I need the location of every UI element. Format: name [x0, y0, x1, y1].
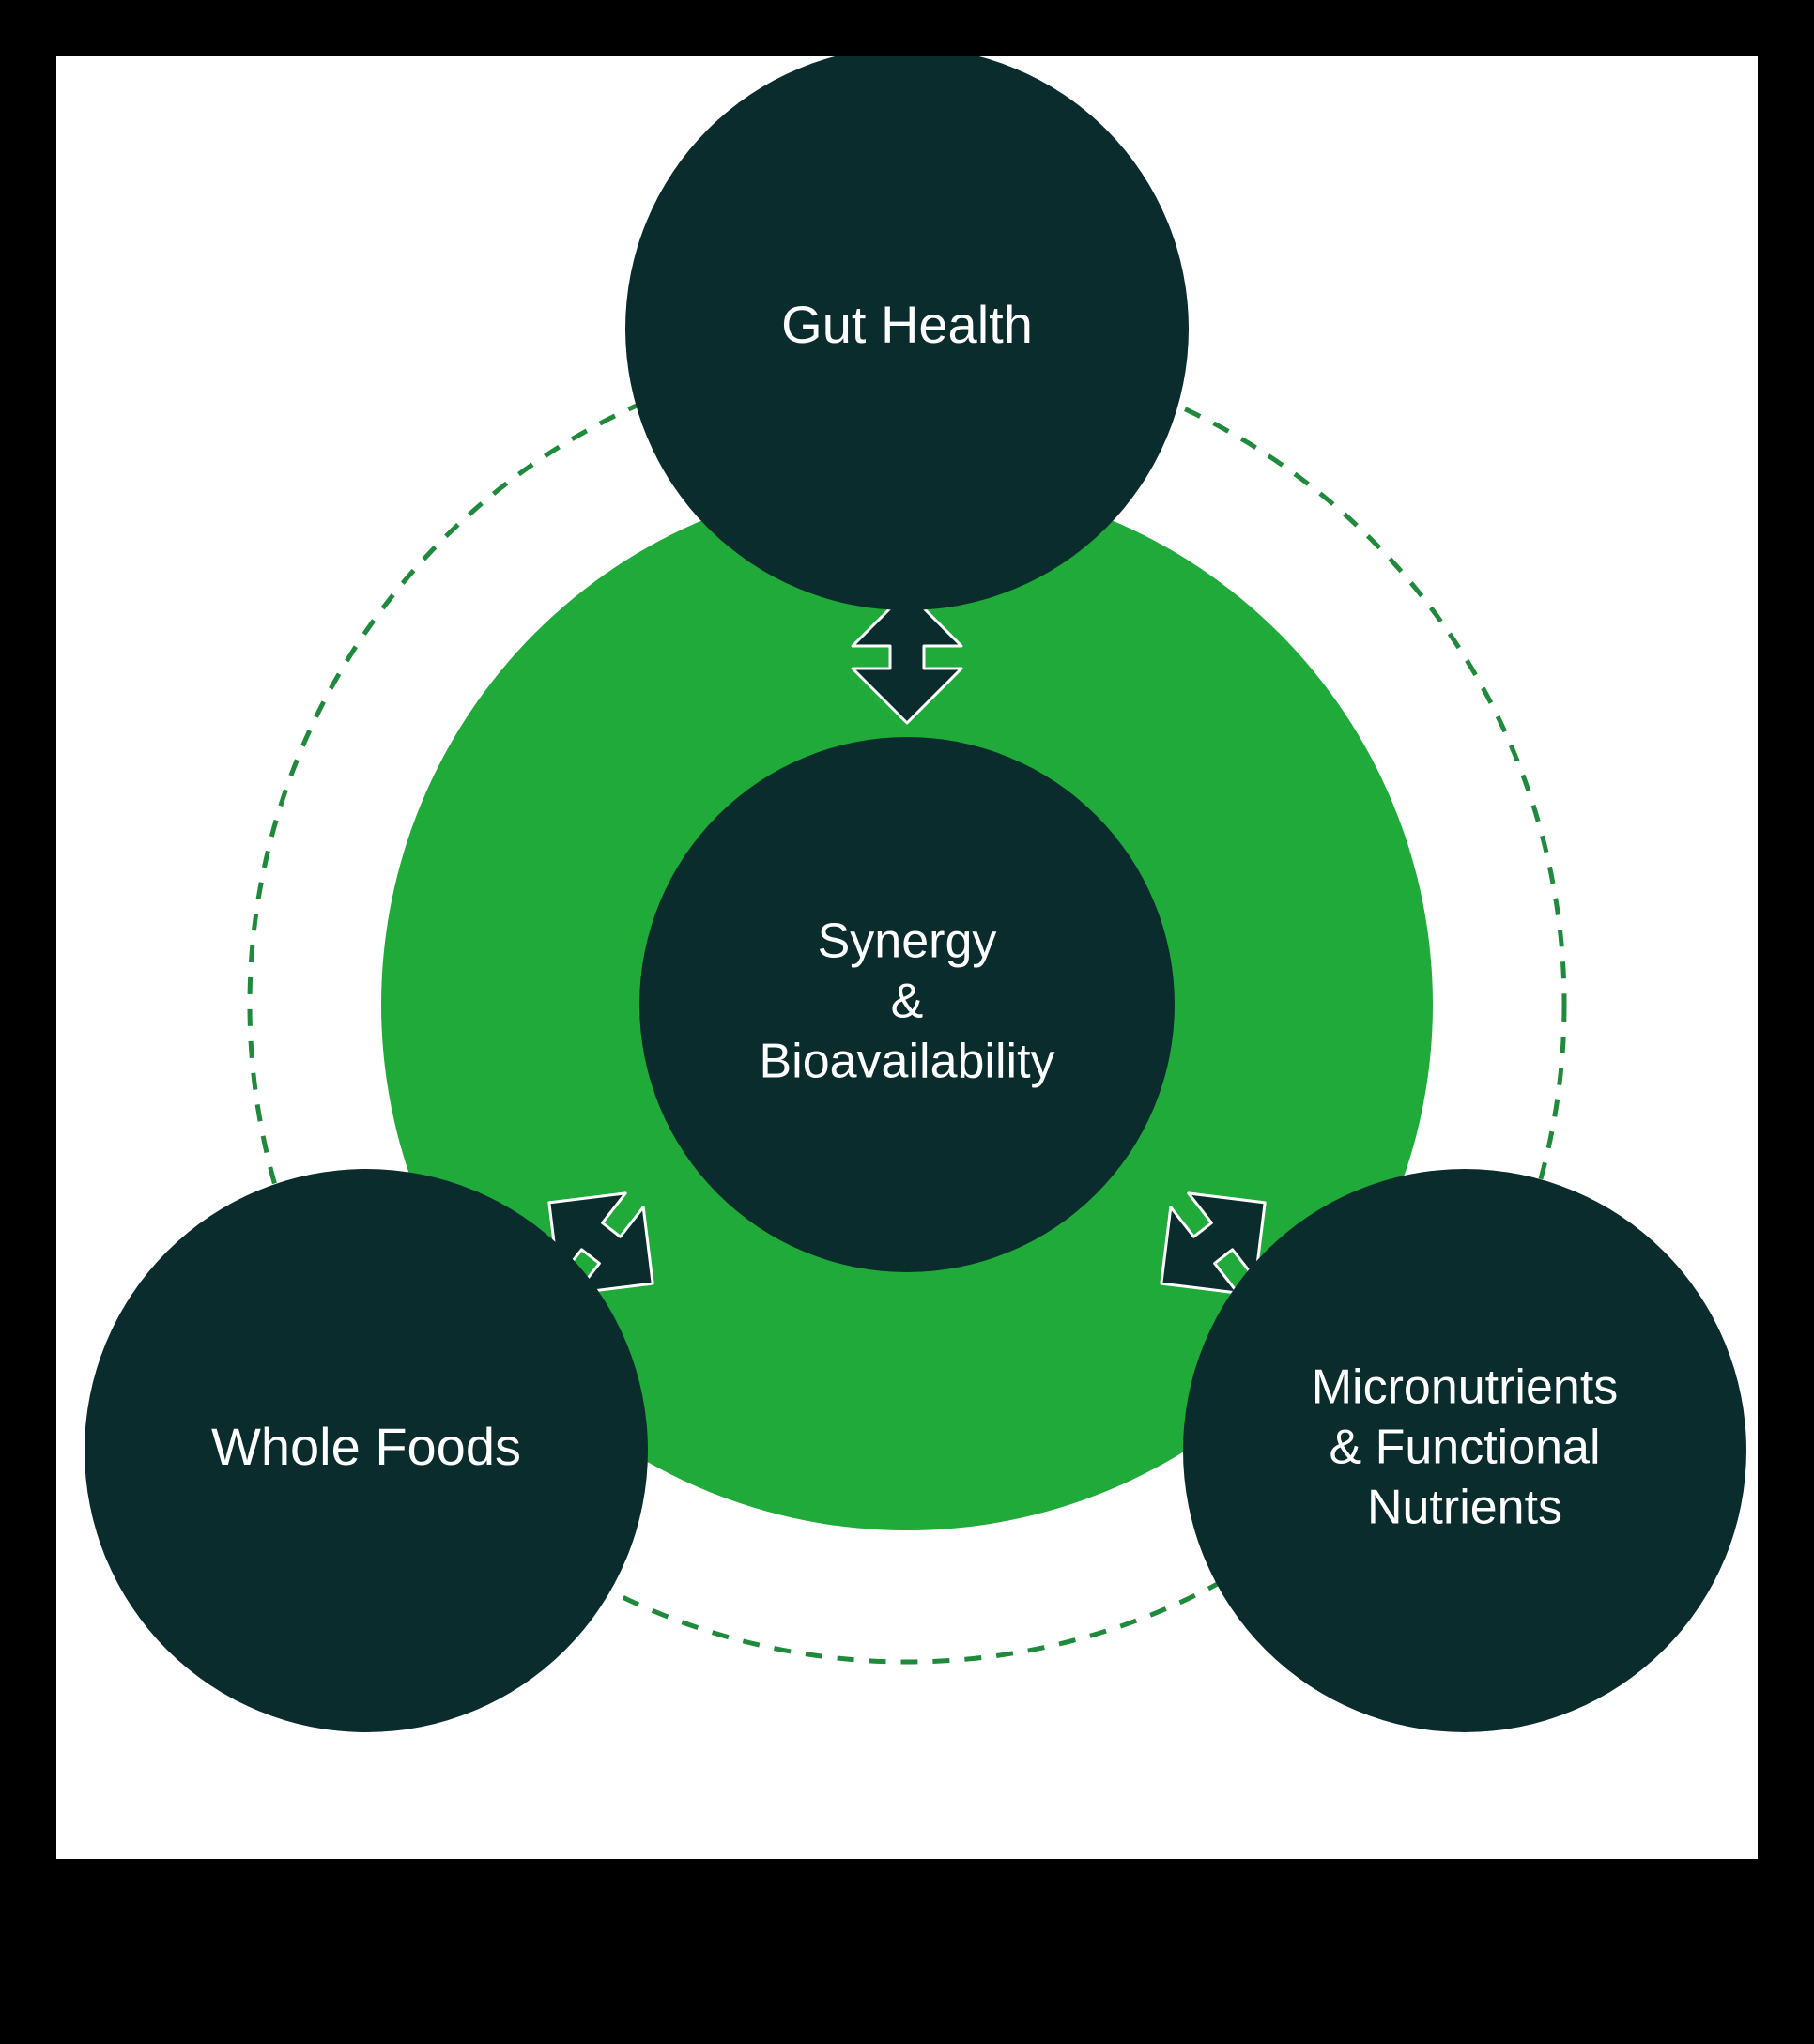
node-center-label-line-1: & [891, 975, 924, 1029]
node-center-label-line-0: Synergy [818, 914, 997, 969]
node-top: Gut Health [625, 56, 1189, 610]
node-right-label-line-0: Micronutrients [1312, 1360, 1619, 1415]
node-left-label-line-0: Whole Foods [211, 1417, 521, 1476]
node-top-label-line-0: Gut Health [781, 295, 1033, 354]
node-left: Whole Foods [85, 1169, 648, 1732]
node-right-label-line-1: & Functional [1329, 1421, 1600, 1475]
node-center: Synergy & Bioavailability [639, 737, 1175, 1272]
node-center-label-line-2: Bioavailability [759, 1035, 1054, 1089]
diagram-panel: Synergy & Bioavailability Gut Health Whole F… [56, 56, 1758, 1859]
diagram-svg: Synergy & Bioavailability Gut Health Whole F… [56, 56, 1758, 1859]
diagram-frame: Synergy & Bioavailability Gut Health Whole F… [0, 0, 1814, 2044]
node-right-label-line-2: Nutrients [1367, 1481, 1562, 1535]
node-right: Micronutrients & Functional Nutrients [1183, 1169, 1746, 1732]
